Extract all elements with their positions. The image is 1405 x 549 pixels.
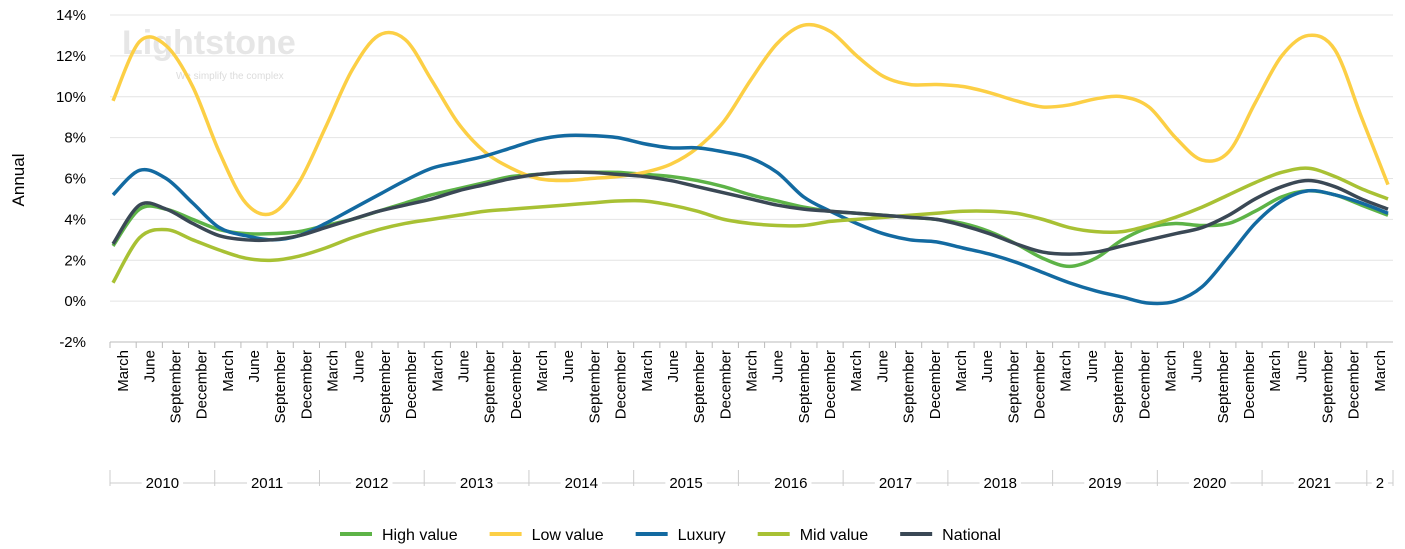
group-label-bg [979,474,1021,492]
group-label-bg [874,474,917,492]
group-label-bg [141,474,184,492]
legend-label: High value [382,527,458,544]
x-tick-label: June [141,350,158,383]
y-tick-label: 4% [64,211,86,228]
group-label-bg [770,474,812,492]
line-series [111,22,1390,217]
x-tick-label: December [1136,350,1153,419]
x-tick-label: December [1032,350,1049,419]
group-label-bg [665,474,707,492]
x-group-label: 2014 [565,475,598,492]
y-tick-label: -2% [59,334,86,351]
x-tick-label: September [1110,350,1127,423]
x-tick-label: March [1372,350,1389,392]
x-tick-label: June [979,350,996,383]
x-tick-label: December [1346,350,1363,419]
x-group-label: 2010 [146,475,179,492]
x-tick-label: June [351,350,368,383]
x-tick-label: December [1241,350,1258,419]
x-tick-label: December [613,350,630,419]
x-tick-label: September [1320,350,1337,423]
line-series [111,133,1389,306]
group-label-bg [455,474,498,492]
x-group-label: 2021 [1298,475,1331,492]
x-tick-label: June [874,350,891,383]
x-tick-label: March [953,350,970,392]
x-tick-label: December [298,350,315,419]
watermark-subtitle: We simplify the complex [176,71,284,82]
x-tick-label: September [586,350,603,423]
x-tick-label: December [717,350,734,419]
group-label-bg [1371,474,1389,492]
line-series [111,170,1389,256]
y-tick-label: 14% [56,7,86,24]
legend-label: Mid value [800,527,869,544]
x-tick-label: March [1162,350,1179,392]
x-group-label: 2020 [1193,475,1226,492]
x-group-label: 2012 [355,475,388,492]
line-series [111,170,1389,269]
x-tick-label: September [901,350,918,423]
x-tick-label: June [770,350,787,383]
x-tick-label: March [1058,350,1075,392]
x-tick-label: March [429,350,446,392]
x-group-label: 2 [1376,475,1384,492]
x-tick-label: September [1215,350,1232,423]
legend-label: Low value [532,527,604,544]
x-tick-label: September [167,350,184,423]
x-tick-label: September [377,350,394,423]
group-label-bg [1084,474,1126,492]
x-tick-label: September [482,350,499,423]
group-label-bg [1189,474,1231,492]
x-tick-label: September [796,350,813,423]
y-tick-label: 0% [64,293,86,310]
legend-label: National [942,527,1001,544]
x-tick-label: June [665,350,682,383]
x-tick-label: March [220,350,237,392]
x-tick-label: December [403,350,420,419]
x-tick-label: December [194,350,211,419]
x-tick-label: December [822,350,839,419]
x-tick-label: March [325,350,342,392]
line-series [111,166,1389,284]
x-group-label: 2015 [669,475,702,492]
group-label-bg [1293,474,1336,492]
x-tick-label: September [272,350,289,423]
x-group-label: 2011 [251,475,283,492]
y-tick-label: 6% [64,171,86,188]
x-tick-label: March [639,350,656,392]
x-tick-label: June [455,350,472,383]
x-tick-label: June [1084,350,1101,383]
x-tick-label: December [508,350,525,419]
group-label-bg [351,474,393,492]
x-tick-label: March [115,350,132,392]
legend-label: Luxury [678,527,726,544]
x-group-label: 2013 [460,475,493,492]
x-tick-label: September [1005,350,1022,423]
y-tick-label: 2% [64,252,86,269]
x-group-label: 2017 [879,475,912,492]
x-group-label: 2019 [1088,475,1121,492]
group-label-bg [246,474,288,492]
y-axis-title: Annual [9,154,28,207]
x-tick-label: March [744,350,761,392]
x-tick-label: December [927,350,944,419]
x-tick-label: September [691,350,708,423]
group-label-bg [560,474,602,492]
y-tick-label: 8% [64,130,86,147]
y-tick-label: 12% [56,48,86,65]
x-tick-label: March [1267,350,1284,392]
x-tick-label: March [534,350,551,392]
x-tick-label: June [1293,350,1310,383]
x-tick-label: June [1189,350,1206,383]
x-group-label: 2016 [774,475,807,492]
y-tick-label: 10% [56,89,86,106]
x-tick-label: June [560,350,577,383]
x-group-label: 2018 [984,475,1017,492]
x-tick-label: June [246,350,263,383]
x-tick-label: March [848,350,865,392]
